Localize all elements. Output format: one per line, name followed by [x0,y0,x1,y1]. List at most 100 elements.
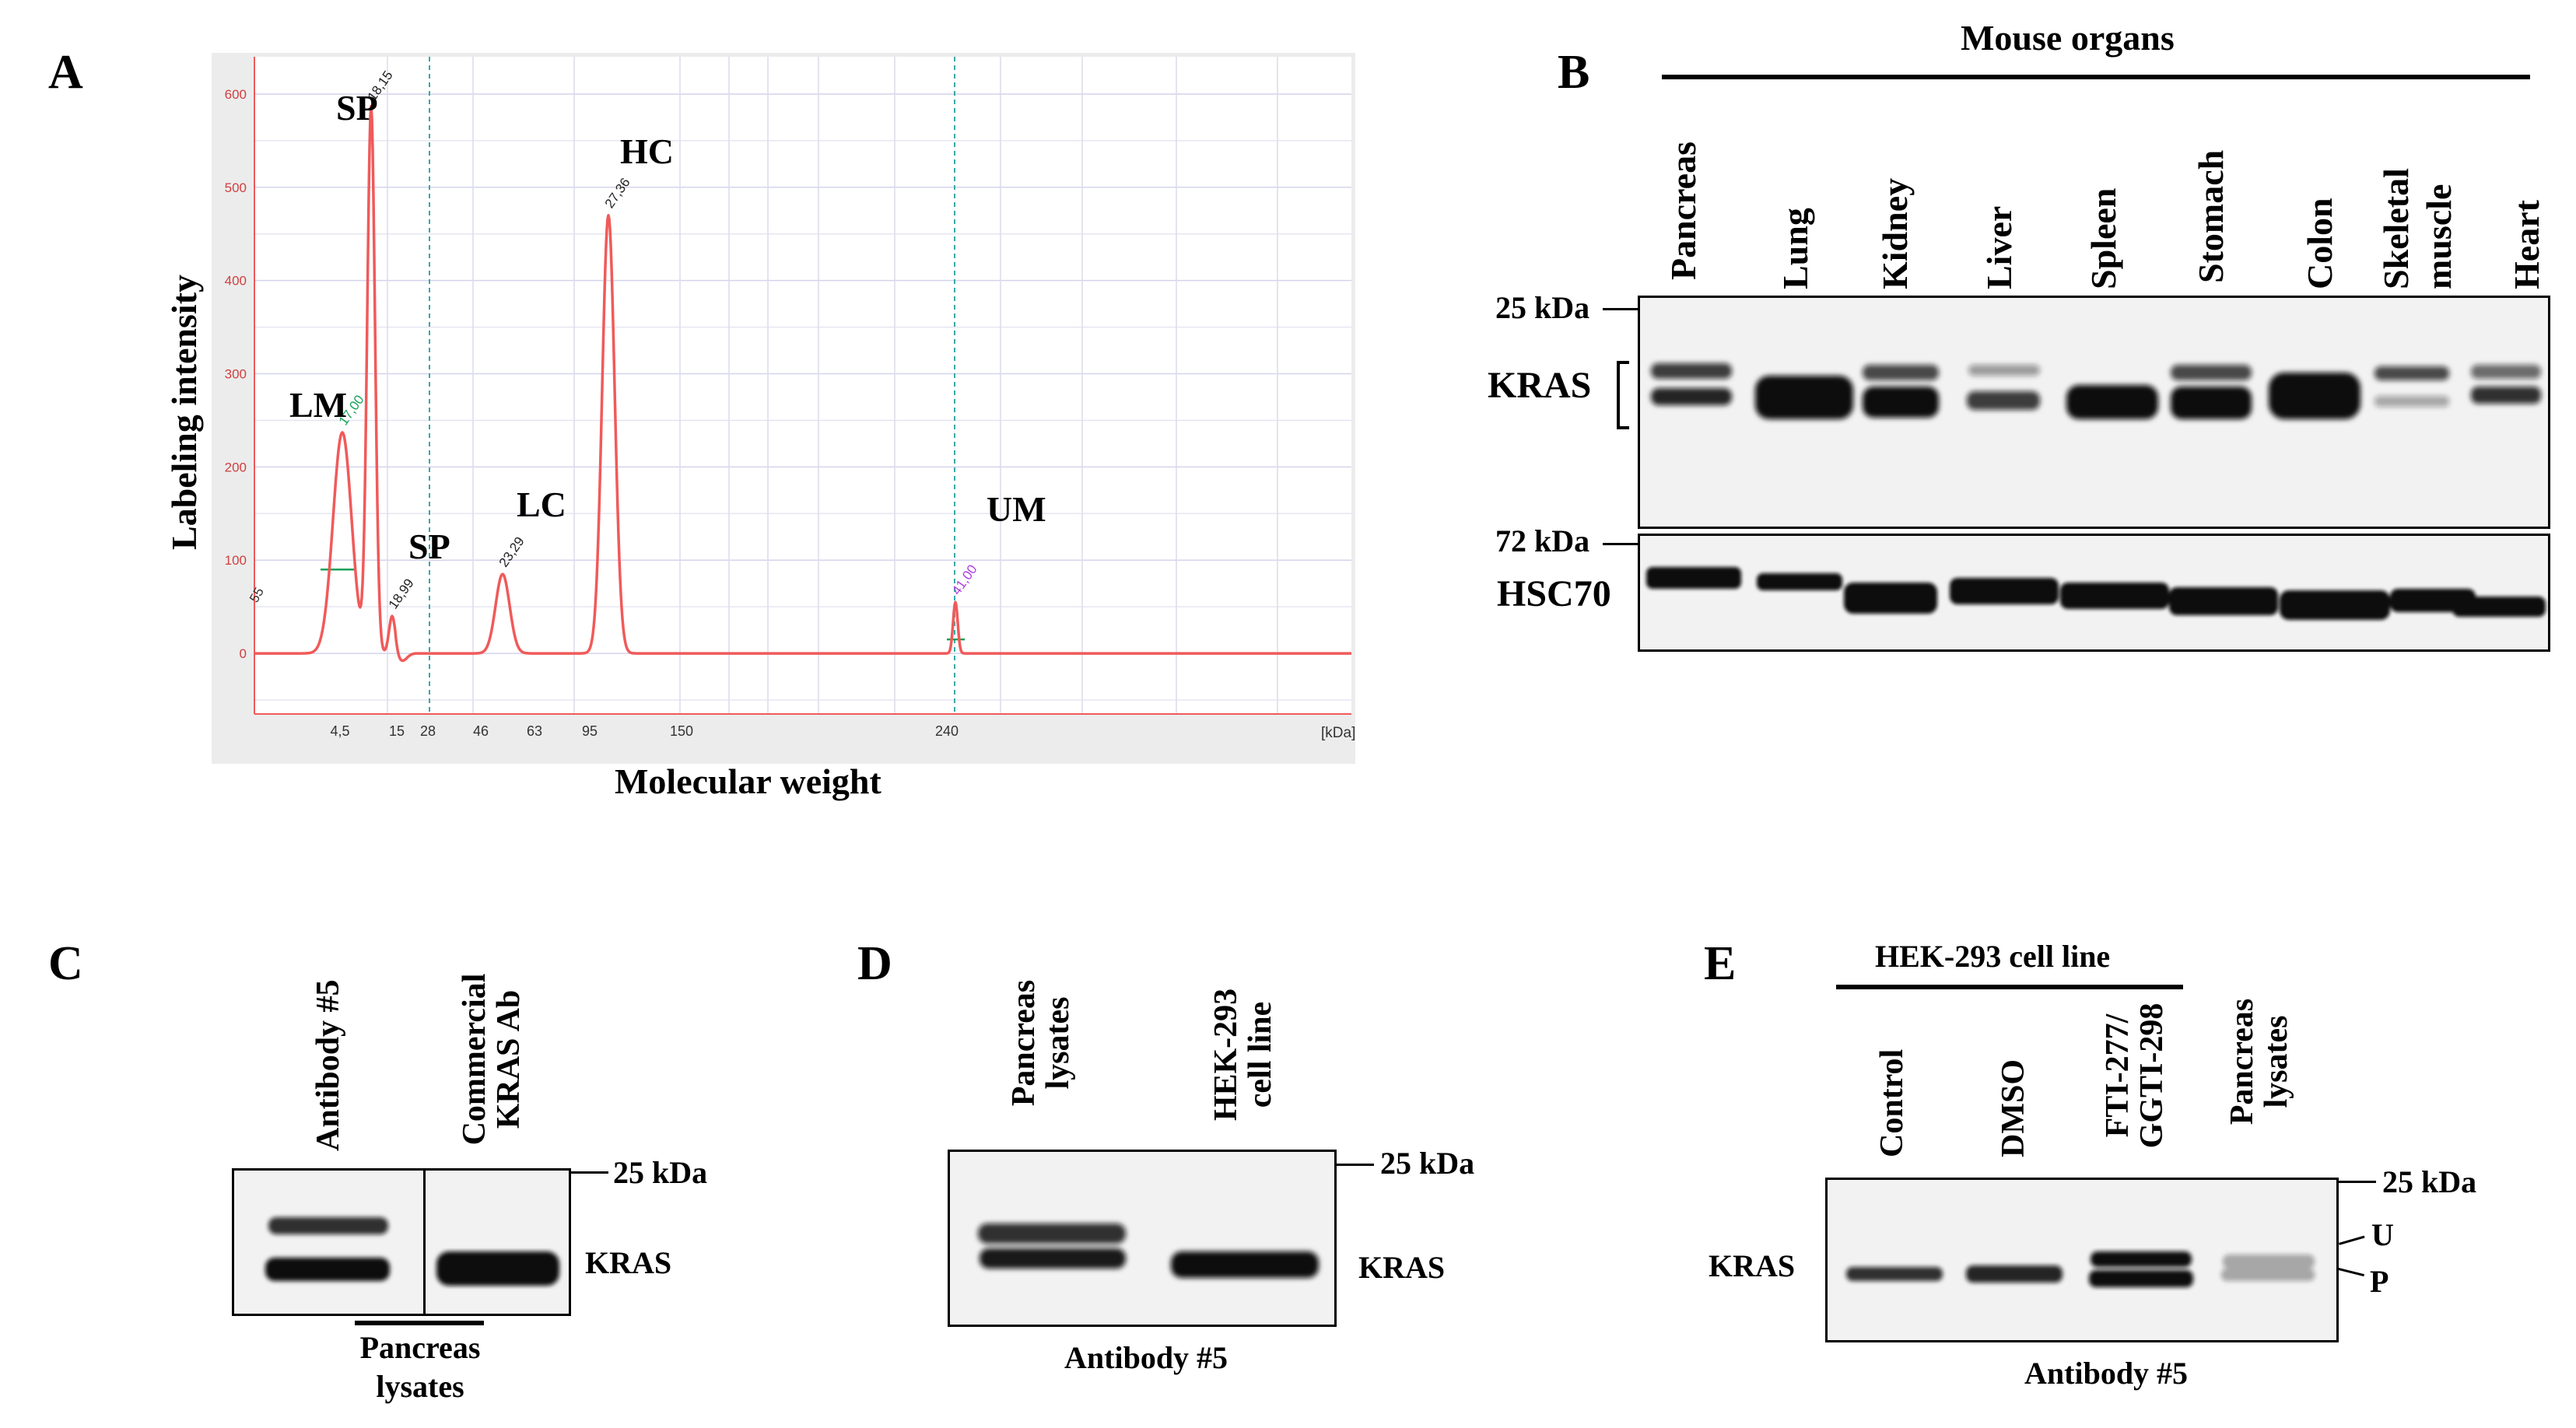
lane-spleen: Spleen [2084,187,2123,289]
band [2089,1270,2193,1287]
u-leader [2339,1235,2365,1245]
band [1950,578,2059,604]
lane-lung: Lung [1775,208,1815,289]
marker-tick [1603,308,1640,310]
x-tick-label: 95 [582,723,598,739]
lane-liver: Liver [1979,205,2019,289]
lane-commercial-kras: Commercial KRAS Ab [457,973,527,1146]
x-tick-label: 63 [527,723,542,739]
x-tick-label: 46 [473,723,489,739]
blot-c-right [423,1168,571,1316]
band [2374,366,2449,380]
band [1171,1251,1319,1278]
tick-labels: 0 100 200 300 400 500 600 4,5 15 28 46 63 95 150 240 [225,87,965,739]
series-trace [254,104,1352,663]
y-tick-label: 500 [225,180,247,195]
marker-25kda-e: 25 kDa [2382,1164,2477,1199]
plot-area [254,57,1351,714]
band [1755,376,1853,419]
chart-xlabel: Molecular weight [615,761,881,801]
band [2471,387,2541,404]
band [2269,373,2360,419]
peak-label-lm: LM [289,385,348,425]
x-tick-label: 4,5 [330,723,349,739]
lane-pancreas-lysates-d: Pancreas lysates [1006,979,1077,1107]
band [980,1248,1126,1269]
bottom-label-c: Pancreas lysates [359,1330,481,1404]
band [2280,590,2390,620]
marker-tick [1337,1164,1374,1166]
band-label-kras-c: KRAS [585,1245,672,1280]
blot-d [948,1150,1337,1327]
blot-e [1825,1178,2339,1342]
lane-dmso: DMSO [1996,1059,2031,1157]
panel-d-letter: D [857,937,892,990]
band [1757,573,1842,590]
lane-heart: Heart [2507,200,2546,289]
lane-stomach: Stomach [2191,149,2231,283]
x-tick-label: 15 [389,723,405,739]
band [2471,365,2541,379]
bottom-line-c [355,1321,484,1325]
band [436,1251,559,1286]
band [2374,396,2449,407]
band [1646,567,1741,589]
electropherogram-chart: 0 100 200 300 400 500 600 4,5 15 28 46 63 95 150 240 1… [212,53,1355,764]
bottom-label-e: Antibody #5 [2024,1356,2189,1391]
x-tick-label: 28 [420,723,436,739]
band [2171,365,2252,380]
band [1863,365,1939,380]
organs-header: Mouse organs [1961,18,2175,58]
panel-c-letter: C [48,937,83,990]
lane-colon: Colon [2300,198,2339,289]
bracket [1617,361,1629,429]
band-label-kras-e: KRAS [1709,1248,1796,1283]
band [1651,388,1732,405]
lane-antibody5: Antibody #5 [310,979,346,1151]
lane-hek293-d: HEK-293 cell line [1208,988,1279,1122]
band [1846,1267,1943,1281]
band [2452,597,2546,617]
band [978,1223,1126,1244]
chart-ylabel: Labeling intensity [164,274,204,550]
blot-c-left [232,1168,426,1316]
lane-skeletal-muscle: Skeletal muscle [2376,168,2459,289]
peak-label-sp-small: SP [408,527,450,566]
marker-tick [2339,1181,2376,1183]
hek-header: HEK-293 cell line [1875,939,2111,974]
marker-25kda-b: 25 kDa [1495,290,1590,325]
marker-25kda-d: 25 kDa [1380,1146,1475,1181]
organs-header-line [1662,75,2530,79]
hek-header-line [1836,985,2183,989]
band [2169,587,2278,615]
lane-pancreas: Pancreas [1663,141,1703,280]
marker-tick [571,1171,608,1174]
band [1968,365,2040,376]
x-tick-label: 240 [935,723,959,739]
y-tick-label: 0 [240,646,247,661]
lane-control: Control [1874,1048,1910,1157]
band-label-hsc70: HSC70 [1497,573,1611,614]
lane-fti-ggti: FTI-277/ GGTI-298 [2100,1003,2171,1149]
band [2060,583,2169,609]
band [2223,1255,2315,1269]
band [1863,387,1939,418]
marker-tick [1603,543,1640,545]
p-leader [2338,1268,2364,1277]
band-label-p: P [2370,1264,2389,1299]
y-tick-label: 300 [225,367,247,382]
band [265,1258,390,1281]
x-tick-label: 150 [670,723,693,739]
band [2221,1269,2315,1281]
band-label-u: U [2371,1217,2394,1252]
marker-25kda-c: 25 kDa [613,1155,708,1190]
blot-kras-organs [1638,296,2550,529]
peak-label-lc: LC [517,485,566,524]
y-tick-label: 200 [225,460,247,474]
band [2171,387,2252,419]
lane-kidney: Kidney [1875,177,1915,289]
panel-e-letter: E [1704,937,1737,990]
peak-label-hc: HC [620,131,674,171]
peak-label-um: UM [987,489,1046,529]
band [1651,363,1732,379]
